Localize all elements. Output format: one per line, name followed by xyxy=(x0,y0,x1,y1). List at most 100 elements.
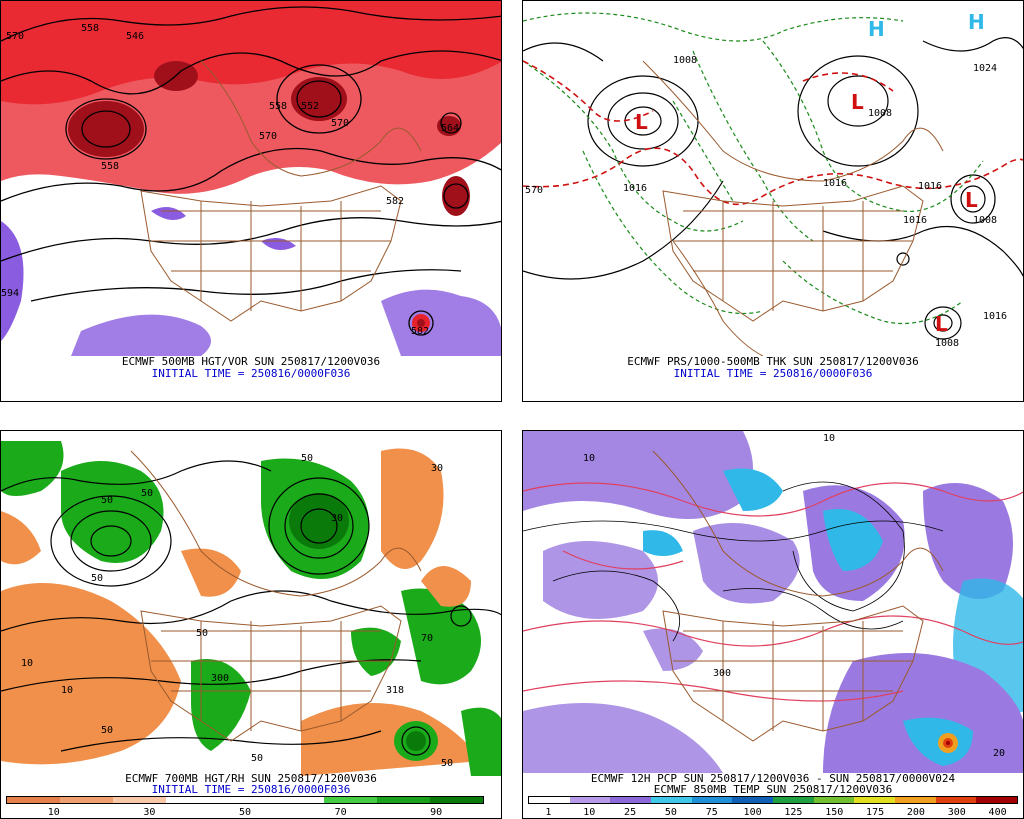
colorbar-segment xyxy=(610,797,652,803)
contour-label: 30 xyxy=(331,513,343,524)
colorbar-tick-label: 50 xyxy=(664,807,677,818)
contour-label: 50 xyxy=(141,488,153,499)
colorbar-segment xyxy=(529,797,570,803)
pcp-colorbar xyxy=(528,796,1018,804)
rh-colorbar xyxy=(6,796,484,804)
colorbar-tick-label: 30 xyxy=(143,807,156,818)
political-borders xyxy=(140,60,422,322)
contour-label: 594 xyxy=(1,288,19,299)
colorbar-segment xyxy=(976,797,1018,803)
contour-label: 10 xyxy=(21,658,33,669)
colorbar-segment xyxy=(813,797,855,803)
colorbar-segment xyxy=(935,797,977,803)
low-center: L xyxy=(965,188,978,212)
panel-title: ECMWF 500MB HGT/VOR SUN 250817/1200V036 xyxy=(121,355,381,368)
panel-title: ECMWF 700MB HGT/RH SUN 250817/1200V036 xyxy=(125,772,377,785)
contour-label: 552 xyxy=(301,101,319,112)
contour-label: 20 xyxy=(993,748,1005,759)
panel-500mb-hgt-vor: 570 558 546 558 570 582 582 558 570 564 … xyxy=(0,0,502,402)
contour-label: 564 xyxy=(441,123,459,134)
contour-label: 570 xyxy=(331,118,349,129)
colorbar-tick-label: 10 xyxy=(47,807,60,818)
contour-label: 50 xyxy=(101,725,113,736)
isobar-labels: 1008 1016 1024 1016 1008 1016 1016 1008 … xyxy=(525,55,1007,349)
map-prs-thk: L L L L H H 1008 1016 1024 1016 1008 101… xyxy=(523,10,1023,356)
panel-700mb-hgt-rh: 10 50 50 30 50 50 10 50 50 70 50 30 50 3… xyxy=(0,430,502,819)
initial-time: INITIAL TIME = 250816/0000F036 xyxy=(673,367,873,380)
contour-label: 570 xyxy=(259,131,277,142)
political-borders xyxy=(130,450,422,742)
contour-label: 50 xyxy=(441,758,453,769)
rh-colorbar-ticks: 10 30 50 70 90 xyxy=(6,807,484,818)
isobar-label: 1008 xyxy=(673,55,697,66)
isobar-label: 1016 xyxy=(903,215,927,226)
isobar-label: 1016 xyxy=(823,178,847,189)
panel-12h-pcp-850mb-temp: 10 20 300 10 ECMWF 12H PCP SUN 250817/12… xyxy=(522,430,1024,819)
colorbar-segment xyxy=(218,797,272,803)
contour-label: 558 xyxy=(269,101,287,112)
colorbar-tick-label: 175 xyxy=(866,807,885,818)
colorbar-tick-label: 50 xyxy=(238,807,252,818)
colorbar-segment xyxy=(59,797,113,803)
initial-time: INITIAL TIME = 250816/0000F036 xyxy=(151,367,351,380)
map-500mb: 570 558 546 558 570 582 582 558 570 564 … xyxy=(1,1,501,356)
colorbar-segment xyxy=(271,797,325,803)
contour-label: 582 xyxy=(411,326,429,337)
colorbar-tick-label: 25 xyxy=(624,807,637,818)
isobar-label: 1016 xyxy=(918,181,942,192)
contour-label: 10 xyxy=(823,433,835,444)
colorbar-tick-label: 100 xyxy=(743,807,762,818)
contour-label: 558 xyxy=(101,161,119,172)
colorbar-tick-label: 125 xyxy=(784,807,803,818)
contour-label: 558 xyxy=(81,23,99,34)
panel-prs-thk: L L L L H H 1008 1016 1024 1016 1008 101… xyxy=(522,0,1024,402)
contour-label: 10 xyxy=(583,453,595,464)
isobar-label: 1016 xyxy=(623,183,647,194)
contour-label: 582 xyxy=(386,196,404,207)
map-pcp: 10 20 300 10 xyxy=(523,431,1023,773)
colorbar-tick-label: 75 xyxy=(705,807,718,818)
colorbar-tick-label: 1 xyxy=(545,807,552,818)
colorbar-segment xyxy=(895,797,936,803)
contour-label: 318 xyxy=(386,685,404,696)
contour-label: 50 xyxy=(251,753,263,764)
colorbar-tick-label: 90 xyxy=(430,807,443,818)
panel-title: ECMWF PRS/1000-500MB THK SUN 250817/1200… xyxy=(627,355,919,368)
contour-label: 10 xyxy=(61,685,73,696)
contour-labels: 10 50 50 30 50 50 10 50 50 70 50 30 50 3… xyxy=(21,453,453,769)
contour-label: 50 xyxy=(101,495,113,506)
colorbar-segment xyxy=(324,797,378,803)
political-borders xyxy=(642,60,944,356)
colorbar-tick-label: 300 xyxy=(947,807,966,818)
thin-contours xyxy=(523,481,944,642)
isobar-label: 1008 xyxy=(935,338,959,349)
colorbar-tick-label: 150 xyxy=(825,807,844,818)
colorbar-segment xyxy=(569,797,611,803)
colorbar-segment xyxy=(691,797,733,803)
colorbar-tick-label: 70 xyxy=(334,807,347,818)
contour-label: 570 xyxy=(6,31,24,42)
panel-subtitle: ECMWF 850MB TEMP SUN 250817/1200V036 xyxy=(653,783,893,796)
colorbar-segment xyxy=(732,797,774,803)
colorbar-segment xyxy=(165,797,219,803)
thickness-label: 570 xyxy=(525,185,543,196)
contour-labels: 10 20 300 10 xyxy=(583,433,1005,759)
precip-fill xyxy=(523,431,1023,773)
contour-label: 70 xyxy=(421,633,433,644)
contour-label: 300 xyxy=(713,668,731,679)
colorbar-tick-label: 10 xyxy=(583,807,596,818)
contour-label: 30 xyxy=(431,463,443,474)
panel-title: ECMWF 12H PCP SUN 250817/1200V036 - SUN … xyxy=(590,772,956,785)
colorbar-segment xyxy=(651,797,692,803)
isobar-label: 1008 xyxy=(973,215,997,226)
low-center: L xyxy=(935,312,948,336)
initial-time: INITIAL TIME = 250816/0000F036 xyxy=(151,783,351,796)
political-borders xyxy=(652,450,944,742)
colorbar-tick-label: 400 xyxy=(988,807,1007,818)
high-center: H xyxy=(968,10,985,34)
colorbar-segment xyxy=(7,797,60,803)
colorbar-segment xyxy=(773,797,814,803)
contour-label: 50 xyxy=(196,628,208,639)
low-center: L xyxy=(851,90,864,114)
isobar-label: 1008 xyxy=(868,108,892,119)
